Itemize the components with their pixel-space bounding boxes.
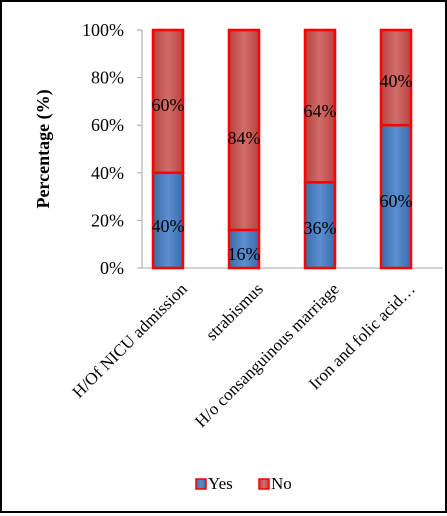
legend-swatch-no bbox=[258, 478, 270, 490]
x-category-label: strabismus bbox=[202, 279, 267, 344]
bar-no-2 bbox=[303, 28, 337, 184]
bar-no-1 bbox=[227, 28, 261, 232]
y-axis-title: Percentage (%) bbox=[33, 89, 54, 208]
stacked-bar-chart: 0% 20% 40% 60% 80% 100% Percentage (%) 40% 60% 16… bbox=[33, 20, 443, 493]
y-tick-label: 20% bbox=[91, 210, 124, 230]
bar-no-3 bbox=[379, 28, 413, 127]
y-tick-label: 80% bbox=[91, 68, 124, 88]
bar-yes-2 bbox=[303, 181, 337, 270]
data-label-no-3: 40% bbox=[380, 71, 413, 91]
data-label-no-2: 64% bbox=[304, 101, 337, 121]
data-label-no-0: 60% bbox=[152, 95, 185, 115]
y-tick-label: 60% bbox=[91, 115, 124, 135]
legend-swatch-yes bbox=[195, 478, 207, 490]
legend-label-no: No bbox=[271, 474, 292, 493]
legend-label-yes: Yes bbox=[208, 474, 233, 493]
data-label-yes-0: 40% bbox=[152, 216, 185, 236]
data-label-yes-1: 16% bbox=[228, 244, 261, 264]
bar-yes-0 bbox=[151, 171, 185, 270]
data-label-yes-3: 60% bbox=[380, 191, 413, 211]
y-tick-label: 40% bbox=[91, 163, 124, 183]
y-tick-label: 0% bbox=[100, 258, 124, 278]
x-category-label: H/o consanguinous marriage bbox=[191, 279, 343, 431]
data-label-no-1: 84% bbox=[228, 128, 261, 148]
bar-no-0 bbox=[151, 28, 185, 175]
x-category-label: H/Of NICU admission bbox=[69, 279, 192, 402]
y-tick-label: 100% bbox=[82, 20, 124, 40]
data-label-yes-2: 36% bbox=[304, 218, 337, 238]
plot-area: 0% 20% 40% 60% 80% 100% Percentage (%) 40% 60% 16… bbox=[33, 20, 443, 493]
